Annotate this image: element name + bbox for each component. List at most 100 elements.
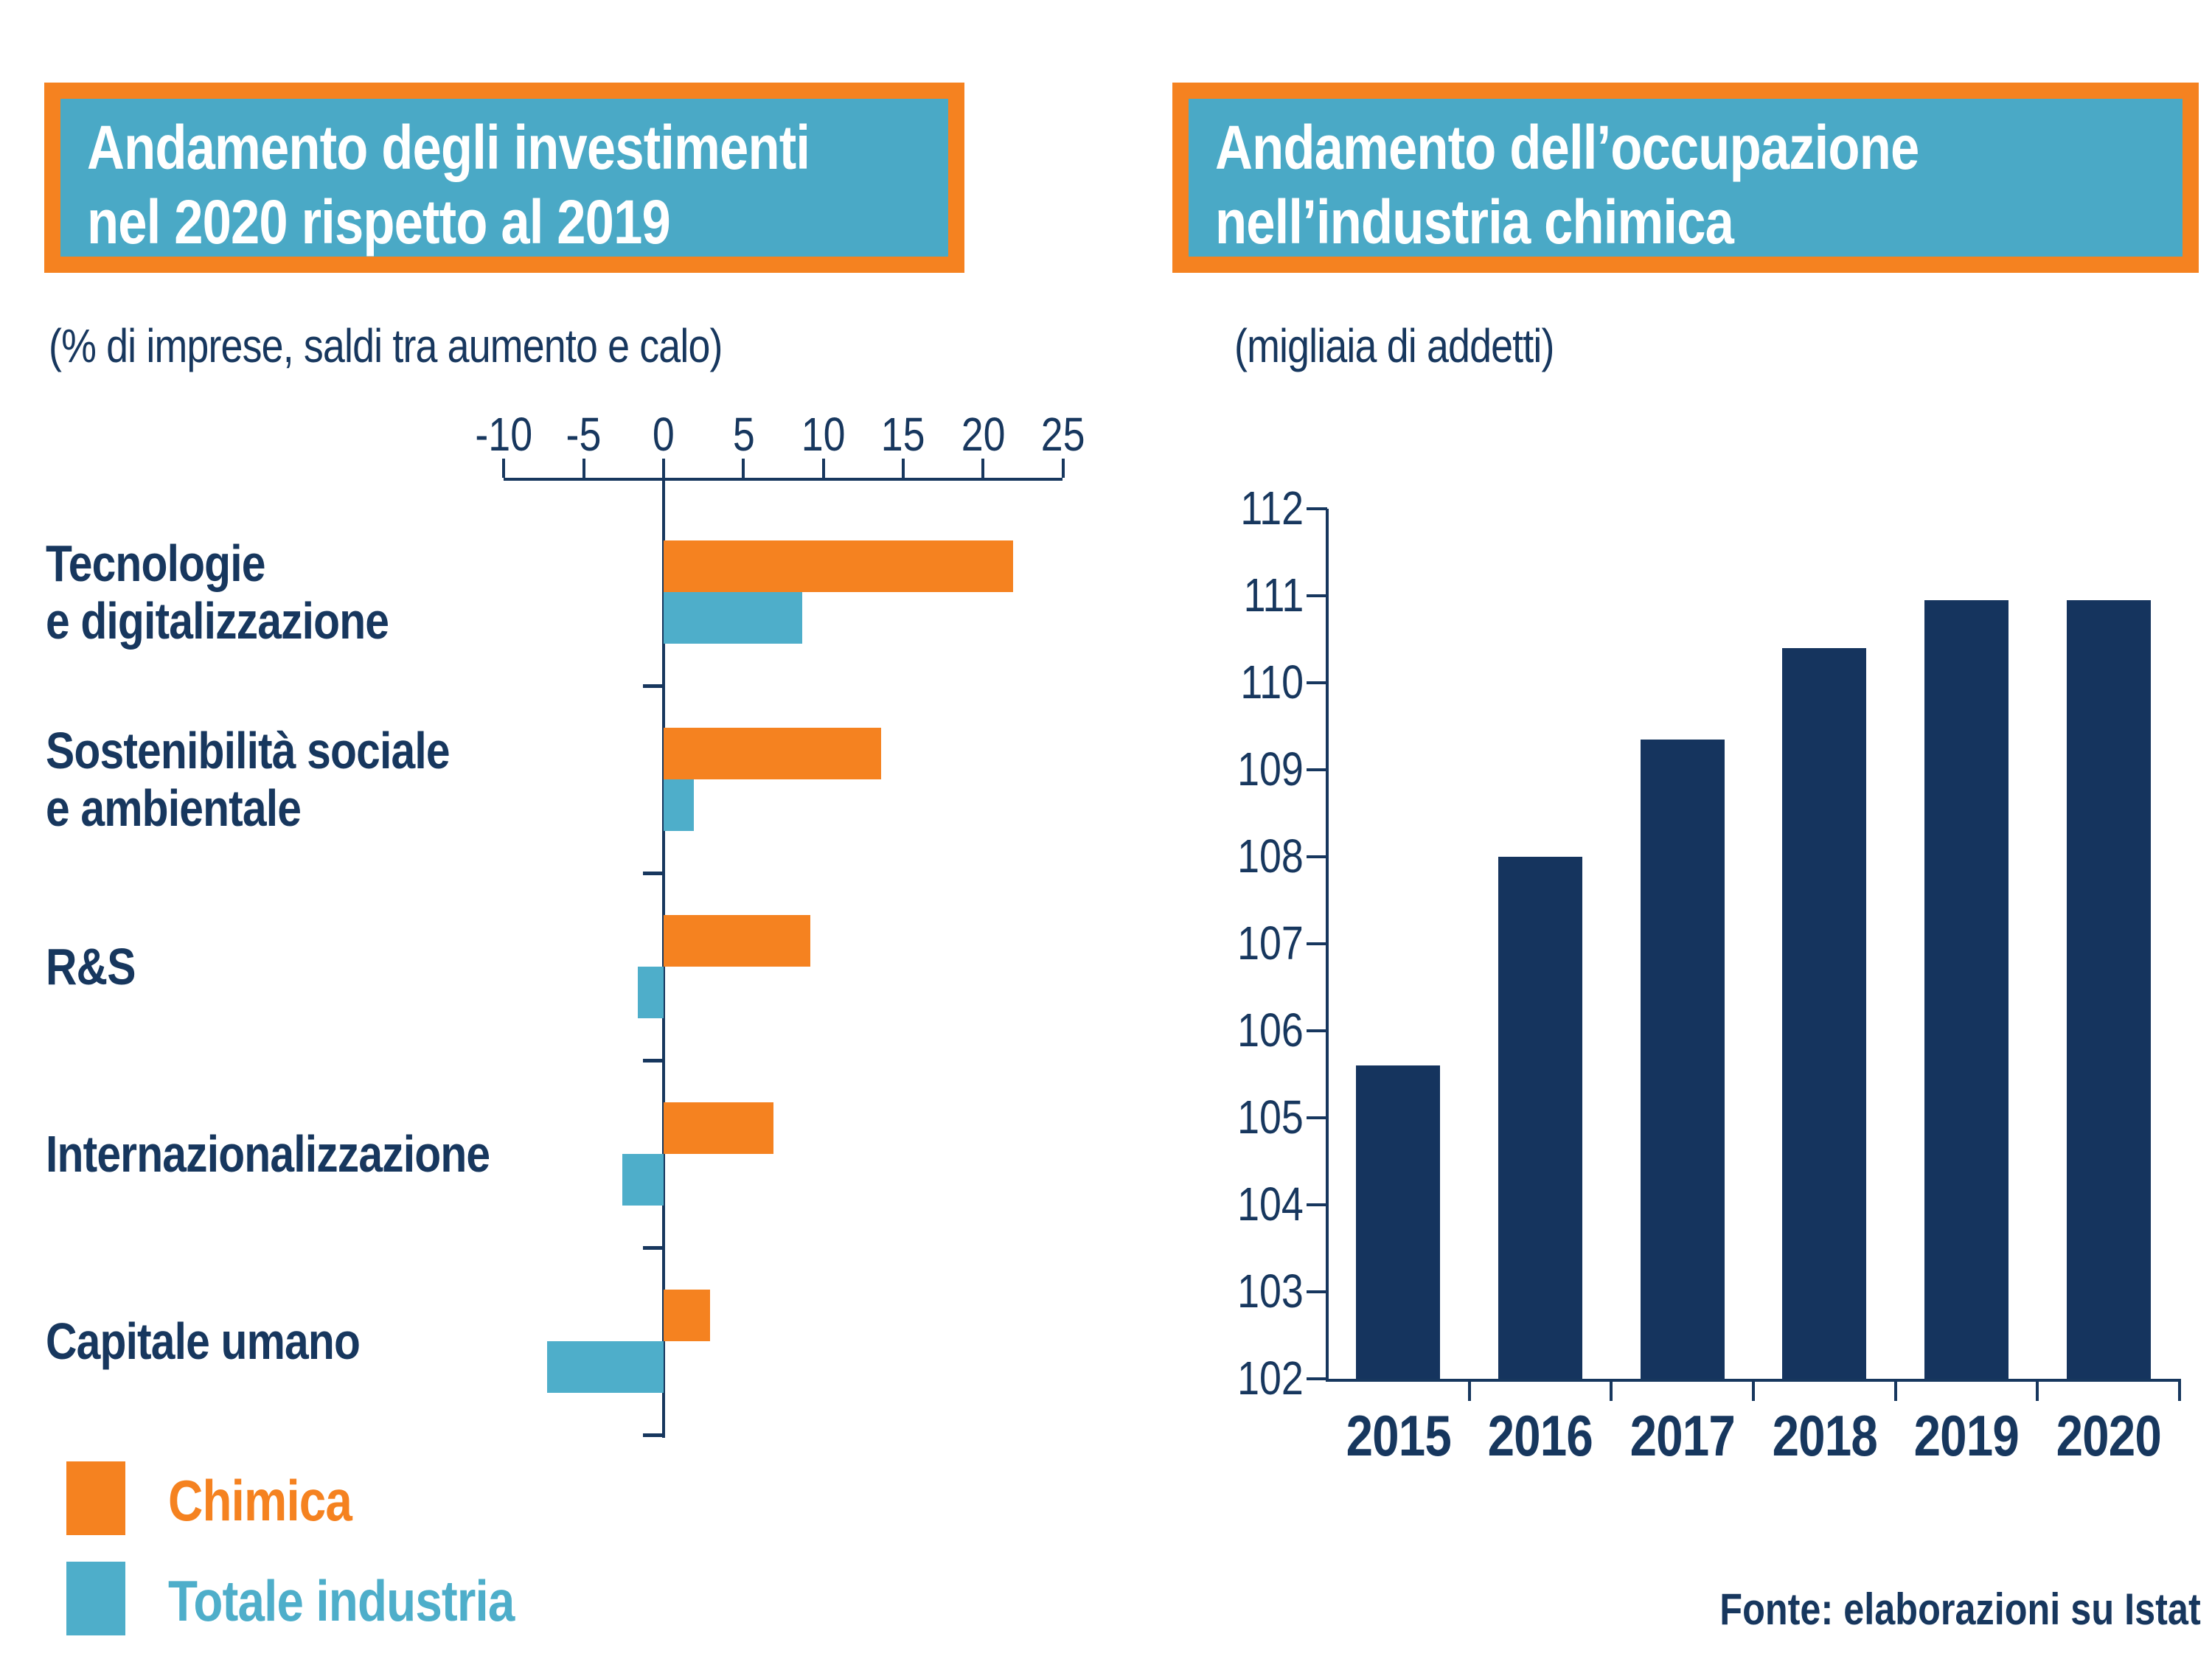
category-label-3-line-0-text: Internazionalizzazione (46, 1125, 490, 1183)
y-axis-tick-label-text: 103 (1237, 1265, 1304, 1318)
legend-swatch-totale-industria (66, 1562, 125, 1635)
x-axis-tick (901, 459, 905, 478)
category-label-0-line-0-text: Tecnologie (46, 535, 265, 592)
category-separator-tick (643, 684, 662, 688)
y-axis-line (1326, 509, 1329, 1382)
year-label-2017: 2017 (1612, 1402, 1753, 1470)
y-axis-tick-label: 105 (1164, 1090, 1304, 1144)
x-axis-tick-label-text: 10 (801, 408, 846, 461)
y-axis-tick-label-text: 102 (1237, 1352, 1304, 1405)
y-axis-tick-label: 111 (1164, 568, 1304, 622)
category-label-0-line-1-text: e digitalizzazione (46, 592, 389, 650)
right-title-line-2: nell’industria chimica (1215, 187, 1734, 257)
category-label-3-line-0: Internazionalizzazione (46, 1125, 650, 1183)
x-axis-tick-label-text: 0 (653, 408, 675, 461)
y-axis-tick-label: 109 (1164, 742, 1304, 796)
x-axis-tick (981, 459, 985, 478)
category-separator-tick (643, 1433, 662, 1437)
baseline-tick (1752, 1382, 1755, 1401)
x-axis-tick-label: -10 (445, 407, 563, 462)
category-separator-tick (643, 872, 662, 875)
bar-totale-industria-2 (638, 967, 664, 1018)
y-axis-tick (1307, 1377, 1327, 1380)
employment-bar-2019 (1924, 599, 2008, 1379)
y-axis-tick-label-text: 105 (1237, 1091, 1304, 1144)
y-axis-tick-label-text: 109 (1237, 742, 1304, 796)
y-axis-tick-label-text: 111 (1243, 568, 1304, 622)
y-axis-tick-label: 108 (1164, 829, 1304, 883)
bar-totale-industria-1 (664, 779, 695, 831)
year-label-2018-text: 2018 (1772, 1403, 1877, 1468)
category-label-4-line-0: Capitale umano (46, 1312, 650, 1370)
x-axis-tick-label: -5 (525, 407, 643, 462)
year-label-2015: 2015 (1327, 1402, 1469, 1470)
y-axis-tick (1307, 681, 1327, 684)
x-axis-tick-label: 15 (844, 407, 962, 462)
y-axis-tick-label-text: 108 (1237, 830, 1304, 883)
right-chart-subtitle: (migliaia di addetti) (1234, 319, 1554, 372)
baseline-tick (1467, 1382, 1471, 1401)
year-label-2020: 2020 (2038, 1402, 2180, 1470)
y-axis-tick (1307, 942, 1327, 945)
bar-chimica-4 (664, 1290, 710, 1341)
year-label-2015-text: 2015 (1346, 1403, 1451, 1468)
y-axis-tick (1307, 1203, 1327, 1206)
y-axis-tick (1307, 768, 1327, 771)
category-label-4-line-0-text: Capitale umano (46, 1312, 361, 1370)
category-label-2-line-0-text: R&S (46, 938, 136, 995)
x-axis-tick-label-text: 20 (961, 408, 1006, 461)
y-axis-tick-label: 107 (1164, 916, 1304, 970)
y-axis-tick-label: 112 (1164, 481, 1304, 535)
x-axis-tick-label-text: 5 (732, 408, 755, 461)
year-label-2020-text: 2020 (2056, 1403, 2161, 1468)
x-axis-tick (742, 459, 745, 478)
legend-label-totale-industria: Totale industria (168, 1568, 515, 1633)
right-title-box: Andamento dell’occupazione nell’industri… (1172, 83, 2199, 273)
category-separator-tick (643, 1059, 662, 1062)
baseline-tick (1610, 1382, 1613, 1401)
year-label-2016-text: 2016 (1487, 1403, 1593, 1468)
left-title-box: Andamento degli investimenti nel 2020 ri… (44, 83, 964, 273)
year-label-2017-text: 2017 (1630, 1403, 1735, 1468)
baseline-tick (1893, 1382, 1897, 1401)
employment-bar-2016 (1498, 857, 1582, 1379)
category-label-2-line-0: R&S (46, 938, 650, 995)
left-title-line-2: nel 2020 rispetto al 2019 (87, 187, 671, 257)
year-label-2018: 2018 (1753, 1402, 1895, 1470)
y-axis-tick-label: 104 (1164, 1177, 1304, 1231)
y-axis-tick-label: 102 (1164, 1351, 1304, 1405)
bar-totale-industria-4 (546, 1341, 664, 1393)
y-axis-tick-label: 106 (1164, 1003, 1304, 1057)
y-axis-tick-label-text: 112 (1240, 481, 1304, 535)
y-axis-tick (1307, 1116, 1327, 1119)
employment-bar-2017 (1640, 739, 1725, 1379)
y-axis-tick-label-text: 110 (1240, 655, 1304, 709)
category-label-1-line-1: e ambientale (46, 779, 650, 837)
y-axis-tick-label-text: 104 (1237, 1178, 1304, 1231)
bar-totale-industria-0 (664, 592, 803, 644)
baseline-tick (2036, 1382, 2039, 1401)
y-axis-tick-label: 110 (1164, 655, 1304, 709)
category-label-1-line-0: Sostenibilità sociale (46, 722, 650, 779)
x-axis-tick-label: 0 (605, 407, 723, 462)
employment-bar-2020 (2066, 599, 2151, 1379)
left-chart-subtitle: (% di imprese, saldi tra aumento e calo) (49, 319, 723, 372)
bar-chimica-1 (664, 728, 881, 779)
x-axis-tick-label: 20 (924, 407, 1042, 462)
x-axis-tick-label-text: -5 (566, 408, 602, 461)
x-axis-tick (1061, 459, 1065, 478)
year-label-2019-text: 2019 (1913, 1403, 2020, 1468)
x-axis-tick-label-text: 15 (880, 408, 925, 461)
category-separator-tick (643, 1246, 662, 1250)
baseline-tick (2178, 1382, 2181, 1401)
bar-chimica-0 (664, 540, 1014, 592)
employment-bar-2015 (1356, 1065, 1441, 1379)
y-axis-tick (1307, 594, 1327, 597)
category-label-0-line-1: e digitalizzazione (46, 592, 650, 650)
footer-source: Fonte: elaborazioni su Istat (1719, 1585, 2201, 1634)
x-axis-tick-label-text: 25 (1040, 408, 1085, 461)
employment-bar-2018 (1782, 647, 1867, 1379)
